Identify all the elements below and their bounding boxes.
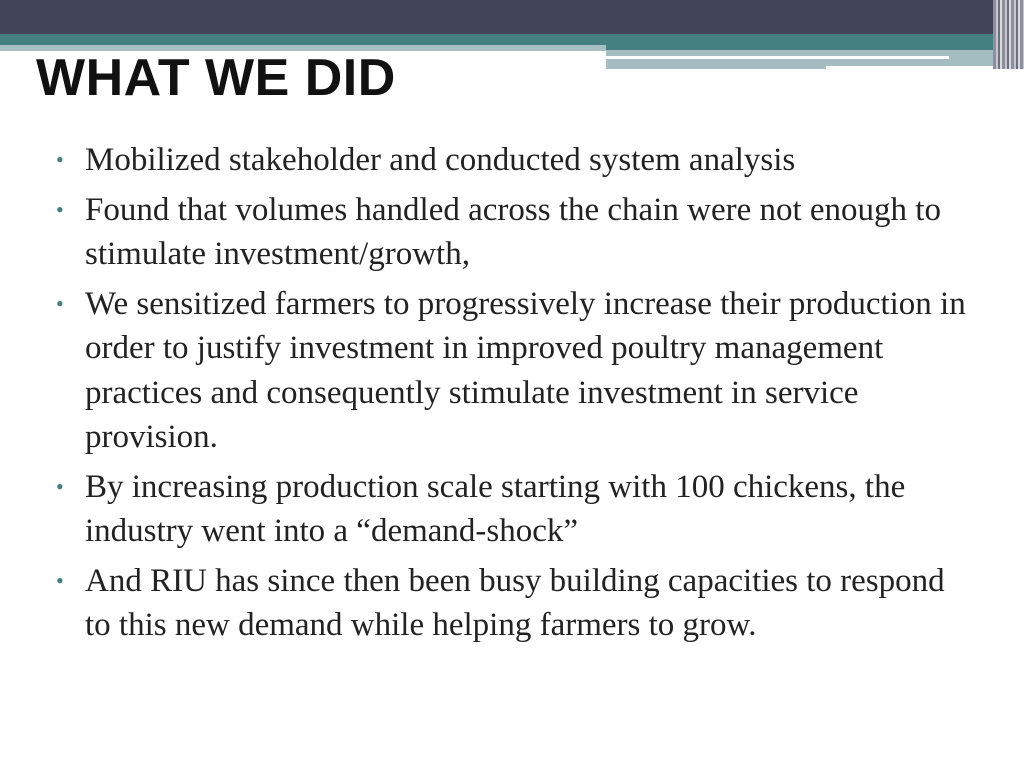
slide-title: WHAT WE DID	[36, 49, 396, 107]
bullet-item: • By increasing production scale starting…	[56, 465, 976, 554]
bullet-list: • Mobilized stakeholder and conducted sys…	[56, 138, 976, 653]
bullet-text: Found that volumes handled across the ch…	[85, 191, 941, 273]
bullet-icon: •	[56, 196, 64, 222]
bullet-item: • Mobilized stakeholder and conducted sys…	[56, 138, 976, 183]
bullet-text: And RIU has since then been busy buildin…	[85, 562, 945, 644]
header-light-strip	[0, 45, 606, 51]
bullet-icon: •	[56, 290, 64, 316]
bullet-icon: •	[56, 473, 64, 499]
bullet-text: Mobilized stakeholder and conducted syst…	[85, 142, 796, 178]
bullet-icon: •	[56, 567, 64, 593]
header-stripes	[993, 0, 1024, 69]
bullet-item: • We sensitized farmers to progressively …	[56, 282, 976, 460]
bullet-item: • And RIU has since then been busy buildi…	[56, 559, 976, 648]
header-dark-band	[0, 0, 1024, 35]
bullet-text: By increasing production scale starting …	[85, 468, 906, 550]
header-white-line-2	[826, 66, 1006, 70]
header-white-line	[606, 56, 949, 59]
bullet-item: • Found that volumes handled across the c…	[56, 188, 976, 277]
bullet-text: We sensitized farmers to progressively i…	[85, 285, 966, 456]
header-light-strip-right	[606, 50, 1024, 69]
bullet-icon: •	[56, 147, 64, 172]
